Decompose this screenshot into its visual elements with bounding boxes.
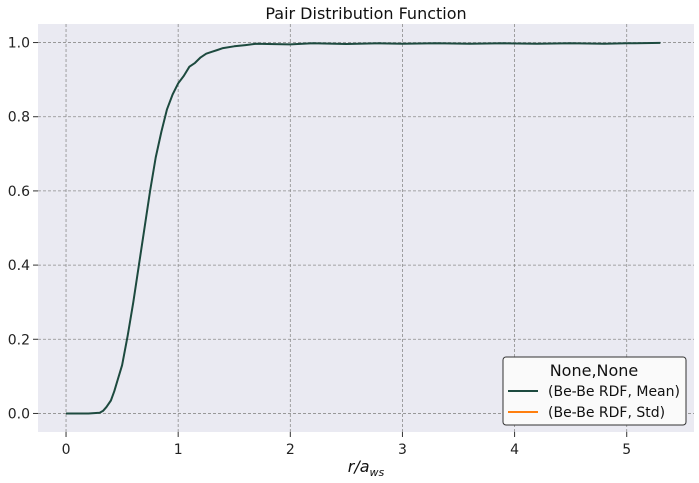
legend-box	[502, 356, 687, 426]
x-axis-label-main: r/a	[348, 457, 370, 476]
series-layer	[66, 41, 661, 415]
x-tick-label: 2	[286, 442, 295, 458]
chart-title: Pair Distribution Function	[265, 4, 466, 23]
legend-std-label: (Be-Be RDF, Std)	[548, 405, 665, 421]
legend: None,None (Be-Be RDF, Mean) (Be-Be RDF, …	[502, 356, 687, 426]
ticks: 0 1 2 3 4 5 0.0 0.2 0.4 0.6 0.8 1.0	[8, 36, 631, 458]
x-tick-label: 1	[174, 442, 183, 458]
y-tick-label: 0.8	[8, 110, 30, 126]
y-tick-label: 1.0	[8, 36, 30, 52]
x-tick-label: 0	[62, 442, 71, 458]
x-tick-label: 5	[622, 442, 631, 458]
y-tick-label: 0.0	[8, 406, 30, 422]
x-axis-label-sub: ws	[370, 466, 385, 479]
y-tick-label: 0.4	[8, 258, 30, 274]
x-tick-label: 3	[398, 442, 407, 458]
series-line-0	[66, 41, 661, 415]
legend-mean-label: (Be-Be RDF, Mean)	[548, 384, 680, 400]
legend-title: None,None	[550, 361, 639, 380]
y-tick-label: 0.6	[8, 184, 30, 200]
x-axis-label: r/aws	[348, 457, 385, 479]
y-tick-label: 0.2	[8, 332, 30, 348]
x-tick-label: 4	[510, 442, 519, 458]
